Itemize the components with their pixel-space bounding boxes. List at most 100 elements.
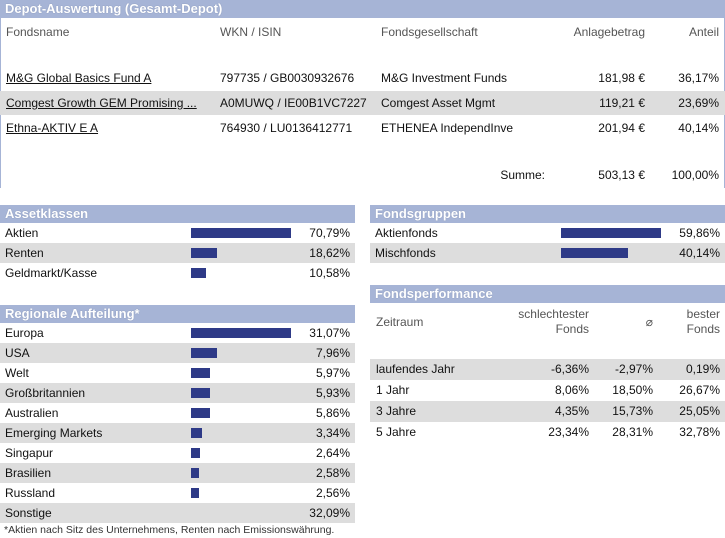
perf-period: 1 Jahr [376,383,410,397]
region-bar [191,328,291,338]
performance-row: laufendes Jahr -6,36% -2,97% 0,19% [370,359,725,380]
depot-row: Ethna-AKTIV E A 764930 / LU0136412771 ETHE… [0,116,725,140]
fondsgruppe-label: Aktienfonds [375,226,438,240]
fondsgruppe-bar [561,228,661,238]
fondsgruppe-label: Mischfonds [375,246,436,260]
region-value: 2,64% [315,446,350,460]
perf-col-zeitraum: Zeitraum [376,315,424,329]
assetklasse-row: Renten 18,62% [0,243,355,263]
region-label: Brasilien [5,466,52,480]
region-row: Sonstige 32,09% [0,503,355,523]
fund-share: 36,17% [678,71,719,85]
region-bar [191,428,202,438]
fund-wkn: A0MUWQ / IE00B1VC7227 [220,96,367,110]
performance-row: 1 Jahr 8,06% 18,50% 26,67% [370,380,725,401]
region-value: 2,56% [315,486,350,500]
region-label: Großbritannien [5,386,86,400]
fund-share: 40,14% [678,121,719,135]
sum-amount: 503,13 € [598,168,645,182]
sum-share: 100,00% [671,168,719,182]
assetklasse-value: 10,58% [309,266,350,280]
fondsgruppe-value: 40,14% [679,246,720,260]
assetklasse-bar [191,228,291,238]
region-label: Europa [5,326,44,340]
region-label: Russland [5,486,56,500]
fund-name-link[interactable]: Ethna-AKTIV E A [6,121,99,135]
region-bar [191,468,199,478]
performance-header: Fondsperformance [370,285,725,303]
region-label: Singapur [5,446,54,460]
region-label: Emerging Markets [5,426,103,440]
depot-row: M&G Global Basics Fund A 797735 / GB00309… [0,66,725,90]
region-row: Australien 5,86% [0,403,355,423]
perf-col-avg: ⌀ [645,315,653,329]
assetklasse-row: Aktien 70,79% [0,223,355,243]
region-row: Brasilien 2,58% [0,463,355,483]
fondsgruppe-row: Mischfonds 40,14% [370,243,725,263]
fund-company: ETHENEA IndependInve [381,121,514,135]
perf-period: laufendes Jahr [376,362,455,376]
assetklasse-label: Aktien [5,226,39,240]
fund-name-link[interactable]: Comgest Growth GEM Promising ... [6,96,197,110]
depot-row: Comgest Growth GEM Promising ... A0MUWQ /… [0,91,725,115]
region-value: 2,58% [315,466,350,480]
region-label: Sonstige [5,506,52,520]
fund-share: 23,69% [678,96,719,110]
fondsgruppen-header: Fondsgruppen [370,205,725,223]
perf-avg: 28,31% [612,425,653,439]
col-anlagebetrag: Anlagebetrag [573,25,645,39]
region-row: USA 7,96% [0,343,355,363]
sum-label: Summe: [500,168,545,182]
col-wkn: WKN / ISIN [220,25,282,39]
region-value: 7,96% [315,346,350,360]
fund-amount: 181,98 € [598,71,645,85]
performance-row: 5 Jahre 23,34% 28,31% 32,78% [370,422,725,443]
fondsgruppe-row: Aktienfonds 59,86% [370,223,725,243]
perf-worst: 8,06% [554,383,589,397]
fund-amount: 119,21 € [599,96,645,110]
fund-amount: 201,94 € [598,121,645,135]
regionen-header: Regionale Aufteilung* [0,305,355,323]
col-gesellschaft: Fondsgesellschaft [381,25,478,39]
region-label: Welt [5,366,29,380]
depot-header: Depot-Auswertung (Gesamt-Depot) [0,0,725,18]
perf-worst: 4,35% [554,404,589,418]
region-row: Europa 31,07% [0,323,355,343]
perf-avg: 18,50% [612,383,653,397]
fund-name-link[interactable]: M&G Global Basics Fund A [6,71,152,85]
assetklasse-label: Geldmarkt/Kasse [5,266,98,280]
region-bar [191,368,210,378]
perf-worst: -6,36% [550,362,589,376]
region-value: 3,34% [315,426,350,440]
performance-column-headers: Zeitraum schlechtester Fonds ⌀ bester Fo… [370,305,725,341]
perf-col-worst-1: schlechtester [518,307,589,321]
perf-best: 32,78% [679,425,720,439]
fondsgruppe-bar [561,248,628,258]
region-bar [191,408,210,418]
col-fondsname: Fondsname [6,25,70,39]
region-row: Singapur 2,64% [0,443,355,463]
regionen-footnote: *Aktien nach Sitz des Unternehmens, Rent… [4,524,335,536]
fund-wkn: 797735 / GB0030932676 [220,71,355,85]
fund-company: Comgest Asset Mgmt [381,96,496,110]
perf-period: 5 Jahre [376,425,417,439]
perf-avg: -2,97% [614,362,653,376]
perf-col-best-1: bester [686,307,720,321]
fund-company: M&G Investment Funds [381,71,508,85]
performance-row: 3 Jahre 4,35% 15,73% 25,05% [370,401,725,422]
region-value: 32,09% [309,506,350,520]
region-bar [191,348,217,358]
region-row: Welt 5,97% [0,363,355,383]
perf-col-worst-2: Fonds [555,322,589,336]
assetklasse-row: Geldmarkt/Kasse 10,58% [0,263,355,283]
region-bar [191,488,199,498]
perf-best: 26,67% [679,383,720,397]
assetklasse-value: 18,62% [309,246,350,260]
region-label: Australien [5,406,59,420]
depot-sum-row: Summe: 503,13 € 100,00% [0,165,725,185]
region-value: 5,86% [315,406,350,420]
perf-avg: 15,73% [612,404,653,418]
region-row: Russland 2,56% [0,483,355,503]
region-value: 31,07% [309,326,350,340]
perf-best: 0,19% [685,362,720,376]
